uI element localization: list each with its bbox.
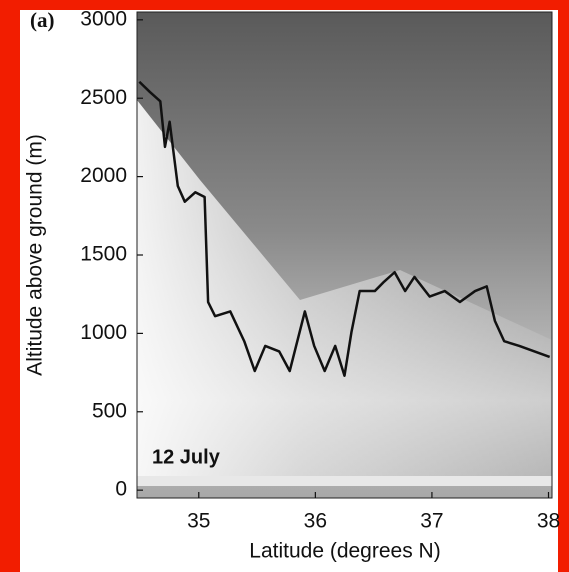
x-tick-label: 35: [187, 510, 210, 533]
y-tick-label: 0: [115, 478, 127, 501]
x-tick-label: 36: [304, 510, 327, 533]
y-axis-label: Altitude above ground (m): [24, 134, 47, 376]
x-axis-label: Latitude (degrees N): [249, 540, 440, 563]
y-tick-label: 500: [92, 399, 127, 422]
boundary-layer-line: [138, 80, 551, 377]
y-tick-label: 1000: [80, 321, 127, 344]
x-tick-label: 37: [420, 510, 443, 533]
y-tick-label: 3000: [80, 7, 127, 30]
y-tick-label: 2000: [80, 164, 127, 187]
y-tick-label: 1500: [80, 243, 127, 266]
surface-band: [137, 476, 552, 486]
y-tick-label: 2500: [80, 86, 127, 109]
panel-label: (a): [30, 8, 55, 32]
x-tick-label: 38: [537, 510, 560, 533]
backscatter-bright: [137, 100, 552, 480]
annotation: 12 July: [152, 446, 221, 468]
